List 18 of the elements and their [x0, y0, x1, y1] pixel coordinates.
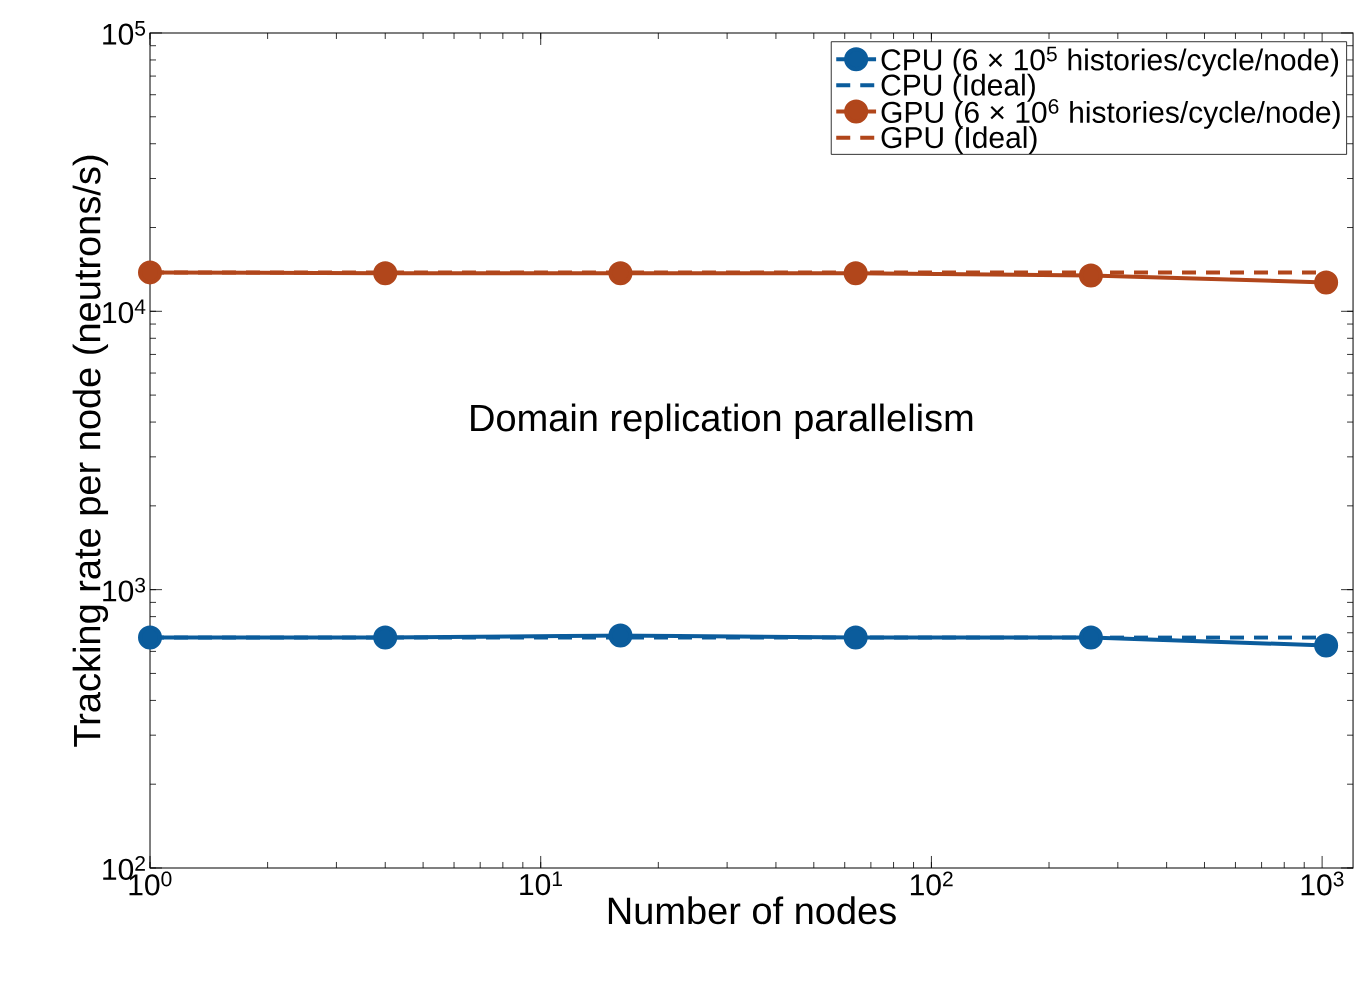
point — [1314, 633, 1339, 658]
y-tick-label: 10$^{5}$ — [103, 21, 146, 45]
point — [138, 260, 163, 285]
point — [843, 625, 868, 650]
x-axis-title: Number of nodes — [608, 896, 896, 925]
point — [1078, 625, 1103, 650]
point — [373, 625, 398, 650]
point — [843, 261, 868, 286]
point — [1314, 270, 1339, 295]
point — [1078, 263, 1103, 288]
x-tick-label: 10$^{1}$ — [520, 871, 562, 896]
x-tick-label: 10$^{2}$ — [910, 871, 953, 896]
annotation: Domain replication parallelism — [471, 403, 973, 439]
point — [608, 261, 633, 286]
x-tick-label: 10$^{3}$ — [1301, 871, 1344, 896]
point — [373, 261, 398, 286]
point — [608, 623, 633, 648]
point — [138, 625, 163, 650]
